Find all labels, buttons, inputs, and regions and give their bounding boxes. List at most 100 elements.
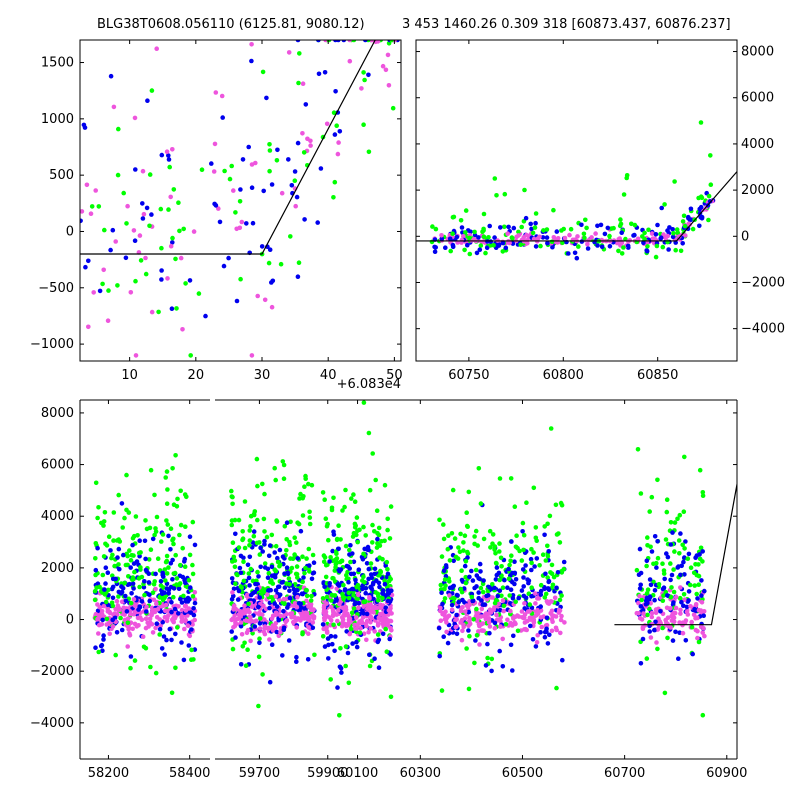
data-point xyxy=(441,568,447,573)
data-point xyxy=(696,582,701,587)
data-point xyxy=(678,611,683,616)
data-point xyxy=(328,677,334,682)
data-point xyxy=(236,612,242,617)
data-point xyxy=(192,542,198,548)
data-point xyxy=(559,593,564,598)
data-point xyxy=(273,543,279,549)
data-point xyxy=(543,571,548,577)
data-point xyxy=(678,248,684,254)
data-point xyxy=(178,488,183,494)
data-point xyxy=(281,608,286,614)
data-point xyxy=(638,604,644,609)
data-point xyxy=(665,233,670,239)
data-point xyxy=(458,620,463,625)
data-point xyxy=(123,562,129,568)
data-point xyxy=(673,629,678,635)
data-point xyxy=(582,235,587,241)
data-point xyxy=(708,182,714,187)
data-point xyxy=(124,609,130,614)
data-point xyxy=(348,626,354,632)
data-point xyxy=(648,635,654,640)
data-point xyxy=(266,570,272,576)
data-point xyxy=(105,318,111,324)
data-point xyxy=(266,588,271,593)
y-tick-label: 8000 xyxy=(41,406,74,421)
data-point xyxy=(678,596,683,601)
data-point xyxy=(290,556,296,561)
data-point xyxy=(289,183,295,188)
data-point xyxy=(370,522,375,528)
data-point xyxy=(680,620,686,625)
data-point xyxy=(533,211,539,216)
data-point xyxy=(254,540,260,546)
data-point xyxy=(505,231,511,236)
data-point xyxy=(531,620,537,625)
data-point xyxy=(168,243,174,249)
data-point xyxy=(462,533,468,538)
data-point xyxy=(363,40,368,43)
data-point xyxy=(343,607,349,612)
data-point xyxy=(493,560,499,566)
data-point xyxy=(112,611,118,616)
data-point xyxy=(170,235,175,241)
data-point xyxy=(382,613,388,619)
data-point xyxy=(125,620,131,626)
data-point xyxy=(462,563,468,569)
data-point xyxy=(245,607,251,613)
data-point xyxy=(278,261,284,267)
data-point xyxy=(274,518,279,523)
data-point xyxy=(537,234,542,240)
data-point xyxy=(548,426,554,431)
data-point xyxy=(502,224,507,230)
data-point xyxy=(242,603,247,608)
data-point xyxy=(459,637,465,643)
data-point xyxy=(584,225,589,231)
data-point xyxy=(659,205,664,211)
data-point xyxy=(497,607,503,613)
data-point xyxy=(347,552,352,557)
data-point xyxy=(530,230,536,236)
data-point xyxy=(531,550,536,555)
data-point xyxy=(127,581,132,587)
data-point xyxy=(293,203,299,209)
data-point xyxy=(351,492,356,497)
data-point xyxy=(310,613,315,619)
data-point xyxy=(116,546,122,552)
data-point xyxy=(655,539,660,544)
data-point xyxy=(357,630,363,636)
data-point xyxy=(329,507,335,513)
data-point xyxy=(532,564,537,569)
data-point xyxy=(454,592,460,598)
data-point xyxy=(309,607,315,613)
data-point xyxy=(671,230,676,236)
data-point xyxy=(159,268,164,273)
data-point xyxy=(221,263,227,269)
data-point xyxy=(377,611,383,617)
data-point xyxy=(102,587,107,592)
data-point xyxy=(487,624,493,629)
data-point xyxy=(168,561,174,566)
data-point xyxy=(326,537,331,543)
data-point xyxy=(676,656,681,661)
data-point xyxy=(529,567,534,573)
y-tick-label: 1000 xyxy=(41,112,74,127)
data-point xyxy=(220,115,225,120)
data-point xyxy=(625,243,631,249)
data-point xyxy=(179,600,185,605)
data-point xyxy=(637,593,642,599)
data-point xyxy=(368,561,374,566)
x-tick-label: 40 xyxy=(320,368,337,383)
data-point xyxy=(252,624,258,629)
data-point xyxy=(647,577,653,582)
data-point xyxy=(510,596,516,601)
data-point xyxy=(363,590,369,596)
data-point xyxy=(450,242,456,248)
data-point xyxy=(286,157,291,162)
data-point xyxy=(476,466,482,471)
data-point xyxy=(187,534,193,539)
data-point xyxy=(246,571,252,576)
data-point xyxy=(300,630,305,635)
data-point xyxy=(382,578,387,583)
data-point xyxy=(685,612,691,617)
data-point xyxy=(640,626,646,631)
